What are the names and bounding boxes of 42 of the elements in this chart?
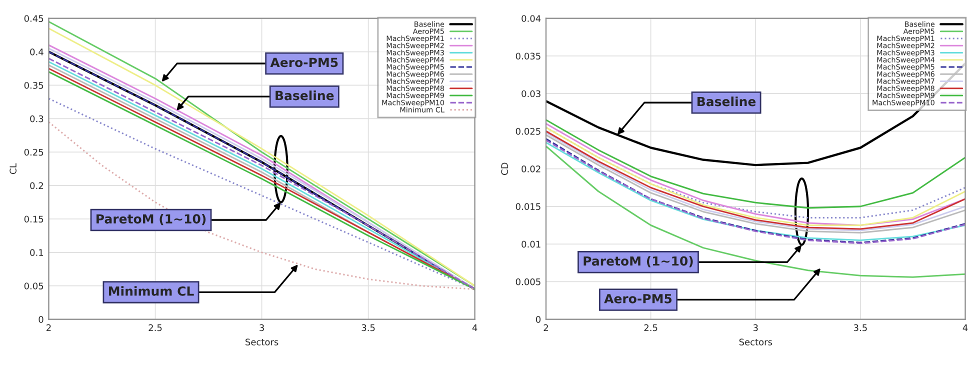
y-tick-label: 0.4 xyxy=(30,48,44,56)
y-tick-label: 0.02 xyxy=(522,166,540,172)
x-axis-title: Sectors xyxy=(739,338,772,346)
annotation: Aero-PM5 xyxy=(270,58,338,68)
y-tick-label: 0.05 xyxy=(24,282,44,290)
annotation: ParetoM (1~10) xyxy=(96,214,206,226)
x-tick-label: 2.5 xyxy=(148,324,162,332)
x-tick-label: 3.5 xyxy=(362,324,375,332)
x-tick-label: 4 xyxy=(962,324,968,332)
x-tick-label: 4 xyxy=(472,324,478,332)
x-tick-label: 2.5 xyxy=(644,324,658,332)
y-tick-label: 0.03 xyxy=(522,90,540,98)
x-axis-title: Sectors xyxy=(246,338,278,346)
y-tick-label: 0.25 xyxy=(24,148,44,156)
y-tick-label: 0.45 xyxy=(24,15,44,22)
line-series xyxy=(546,145,966,278)
y-tick-label: 0 xyxy=(536,316,541,323)
y-tick-label: 0.04 xyxy=(522,15,541,22)
y-tick-label: 0.005 xyxy=(516,278,540,286)
annotation: Aero-PM5 xyxy=(604,294,672,304)
y-tick-label: 0.15 xyxy=(24,216,44,223)
line-series xyxy=(546,119,966,209)
y-tick-label: 0.035 xyxy=(516,52,540,60)
x-tick-label: 3.5 xyxy=(854,324,867,332)
y-tick-label: 0.3 xyxy=(30,115,44,122)
x-tick-label: 3 xyxy=(753,324,758,332)
y-tick-label: 0.015 xyxy=(516,203,540,210)
y-tick-label: 0.1 xyxy=(30,249,44,256)
annotation: ParetoM (1~10) xyxy=(584,256,693,268)
y-tick-label: 0.35 xyxy=(24,82,44,89)
y-axis-title: CL xyxy=(10,163,16,174)
x-tick-label: 2 xyxy=(544,324,548,332)
annotation: Minimum CL xyxy=(108,286,194,296)
annotation: Baseline xyxy=(276,90,334,100)
y-tick-label: 0 xyxy=(38,316,44,323)
y-tick-label: 0.025 xyxy=(516,128,540,135)
y-tick-label: 0.2 xyxy=(30,182,43,190)
x-tick-label: 3 xyxy=(260,324,264,332)
x-tick-label: 2 xyxy=(46,324,51,332)
y-axis-title: CD xyxy=(501,162,508,175)
annotation: Baseline xyxy=(698,96,756,106)
y-tick-label: 0.01 xyxy=(522,240,540,248)
